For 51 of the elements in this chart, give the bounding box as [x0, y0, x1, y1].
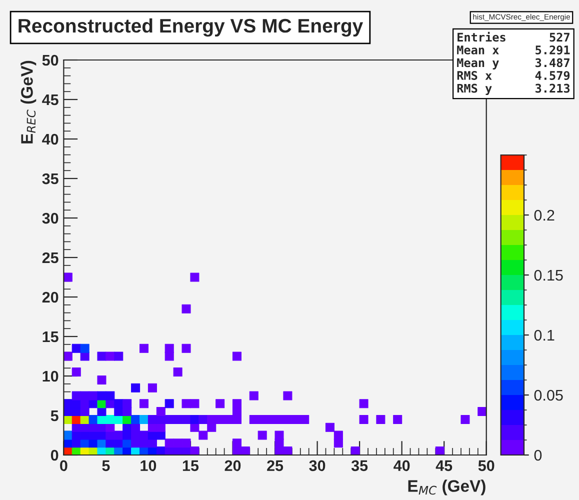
- point: [88, 391, 98, 400]
- y-tick-label: 10: [42, 370, 58, 382]
- point: [80, 344, 90, 353]
- y-tick-label: 40: [42, 134, 58, 145]
- x-tick-label: 20: [224, 460, 241, 472]
- point: [106, 352, 115, 361]
- y-tick-label: 45: [42, 94, 58, 106]
- text: Mean x 5.291: [457, 45, 570, 54]
- point: [64, 352, 72, 361]
- x-tick-label: 50: [478, 460, 494, 472]
- point: [80, 391, 90, 400]
- y-tick-label: 15: [42, 332, 58, 342]
- y-tick-label: 5: [50, 410, 58, 422]
- annotation: RMS x 4.579: [457, 71, 570, 80]
- y-tick-label: 50: [42, 54, 58, 66]
- x-tick-label: 35: [351, 460, 368, 472]
- point: [139, 344, 149, 353]
- y-tick-label: 20: [42, 292, 58, 303]
- x-tick-label: 30: [309, 460, 326, 472]
- point: [182, 304, 191, 314]
- x-axis-title: E$_{MC}$ (GeV): [408, 480, 486, 496]
- color-bar-label: 0.05: [534, 390, 563, 401]
- chart-title: Reconstructed Energy VS MC Energy: [18, 18, 364, 37]
- y-tick-label: 35: [42, 173, 58, 184]
- y-tick-label: 0: [50, 450, 58, 461]
- x-tick-label: 45: [436, 460, 452, 472]
- point: [190, 272, 200, 282]
- point: [72, 368, 81, 377]
- color-bar-label: 0.15: [534, 270, 563, 281]
- x-tick-label: 25: [267, 460, 284, 472]
- point: [182, 344, 191, 353]
- y-tick-label: 30: [42, 212, 58, 224]
- color-bar-label: 0.2: [534, 210, 554, 221]
- y-axis-title: E$_{REC}$ (GeV): [20, 60, 36, 144]
- point: [72, 391, 81, 400]
- point: [64, 272, 72, 282]
- point: [97, 375, 106, 384]
- point: [173, 368, 182, 377]
- x-tick-label: 40: [394, 460, 410, 472]
- x-tick-label: 0: [60, 460, 68, 472]
- color-bar-label: 0.1: [534, 330, 554, 341]
- annotation: Mean y 3.487: [457, 58, 570, 70]
- x-tick-label: 5: [102, 460, 110, 472]
- x-tick-label: 15: [182, 460, 199, 472]
- color-bar-label: 0: [534, 450, 542, 461]
- annotation: RMS y 3.213: [457, 84, 570, 95]
- point: [164, 344, 174, 353]
- point: [232, 352, 242, 361]
- x-tick-label: 10: [140, 460, 156, 472]
- text: Entries 527: [458, 32, 570, 42]
- y-tick-label: 25: [42, 252, 58, 264]
